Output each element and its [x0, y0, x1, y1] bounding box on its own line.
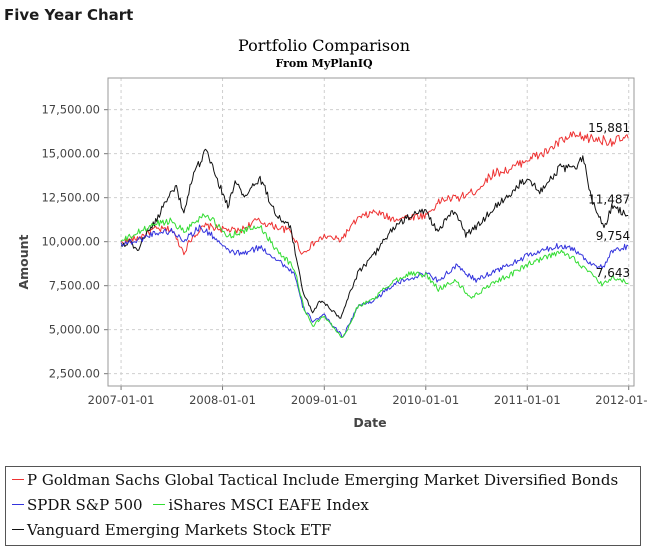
tick-labels: 2,500.00 5,000.00 7,500.00 10,000.00 12,500.… — [41, 103, 648, 407]
legend-item-spdr: SPDR S&P 500 — [12, 496, 143, 514]
end-value-label: 9,754 — [596, 229, 630, 243]
end-value-label: 11,487 — [588, 193, 630, 207]
legend-swatch-black — [12, 529, 24, 530]
legend-item-vanguard: Vanguard Emerging Markets Stock ETF — [12, 521, 331, 539]
portfolio-comparison-chart: Portfolio Comparison From MyPlanIQ 2,500… — [16, 36, 648, 430]
page-header-title: Five Year Chart — [4, 6, 134, 24]
end-value-label: 15,881 — [588, 121, 630, 135]
y-axis-label: Amount — [16, 234, 31, 289]
chart-subtitle: From MyPlanIQ — [275, 57, 373, 70]
x-tick-label: 2008-01-01 — [189, 393, 256, 407]
x-tick-label: 2007-01-01 — [88, 393, 155, 407]
series-layer — [120, 131, 629, 338]
x-axis-label: Date — [353, 415, 386, 430]
y-tick-label: 10,000.00 — [41, 235, 100, 249]
end-value-label: 7,643 — [596, 266, 630, 280]
chart-container: Portfolio Comparison From MyPlanIQ 2,500… — [0, 30, 648, 546]
x-tick-label: 2010-01-01 — [392, 393, 459, 407]
legend-item-ishares: iShares MSCI EAFE Index — [153, 496, 369, 514]
y-tick-label: 15,000.00 — [41, 147, 100, 161]
y-tick-label: 12,500.00 — [41, 191, 100, 205]
legend-label-ishares: iShares MSCI EAFE Index — [168, 496, 369, 514]
legend-swatch-blue — [12, 504, 24, 505]
legend-label-vanguard: Vanguard Emerging Markets Stock ETF — [27, 521, 332, 539]
axes — [104, 77, 635, 390]
x-tick-label: 2009-01-01 — [291, 393, 358, 407]
y-tick-label: 2,500.00 — [49, 367, 100, 381]
end-value-labels: 15,881 11,487 9,754 7,643 — [588, 121, 630, 280]
legend-row-2: SPDR S&P 500 iShares MSCI EAFE Index — [12, 496, 369, 514]
legend-item-goldman: P Goldman Sachs Global Tactical Include … — [12, 471, 618, 489]
legend-swatch-green — [153, 504, 166, 505]
chart-legend: P Goldman Sachs Global Tactical Include … — [5, 466, 641, 546]
x-tick-label: 2012-01-01 — [595, 393, 648, 407]
gridlines — [108, 78, 634, 386]
plot-area — [108, 78, 634, 386]
series-line-3 — [120, 148, 629, 319]
legend-swatch-red — [12, 479, 24, 480]
chart-title: Portfolio Comparison — [238, 36, 410, 55]
y-tick-label: 17,500.00 — [41, 103, 100, 117]
x-tick-label: 2011-01-01 — [494, 393, 561, 407]
legend-label-goldman: P Goldman Sachs Global Tactical Include … — [27, 471, 619, 489]
y-tick-label: 5,000.00 — [49, 323, 100, 337]
series-line-2 — [120, 213, 629, 338]
legend-row-3: Vanguard Emerging Markets Stock ETF — [12, 521, 331, 539]
plot-border — [107, 77, 635, 387]
legend-label-spdr: SPDR S&P 500 — [27, 496, 143, 514]
y-tick-label: 7,500.00 — [49, 279, 100, 293]
legend-row-1: P Goldman Sachs Global Tactical Include … — [12, 471, 618, 489]
series-line-0 — [120, 131, 629, 256]
